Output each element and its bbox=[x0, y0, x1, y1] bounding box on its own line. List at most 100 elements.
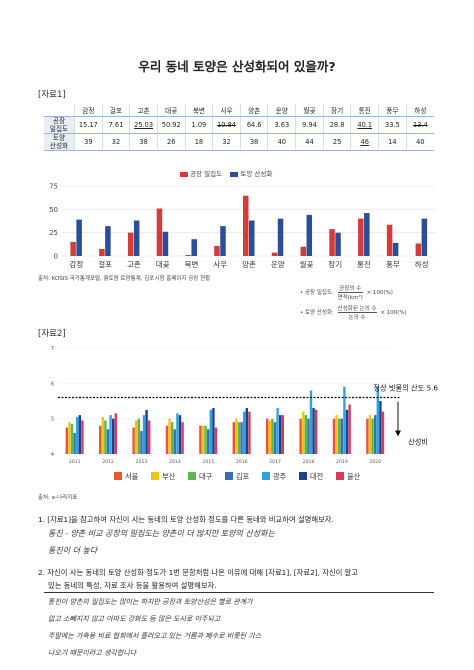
bar bbox=[307, 418, 310, 454]
bar bbox=[76, 416, 79, 454]
table-cell: 7.61 bbox=[102, 116, 131, 134]
table-cell: 44 bbox=[295, 133, 324, 151]
bar bbox=[214, 427, 218, 454]
column-header: 장기 bbox=[323, 104, 352, 117]
rainfall-ph-bar-chart: 4 5 6 7 2011 2012 2013 2014 2015 2016 2017 2018 2019… bbox=[51, 346, 439, 465]
bar bbox=[235, 418, 238, 454]
x-tick-label: 북변 bbox=[185, 260, 199, 269]
bar bbox=[204, 425, 207, 454]
bar bbox=[366, 418, 369, 454]
bar bbox=[304, 415, 307, 454]
bar bbox=[162, 231, 169, 256]
table-row: 공장 밀집도 15.17 7.61 25.03 50.92 1.09 10.84… bbox=[44, 116, 434, 134]
legend-swatch-blue bbox=[230, 171, 239, 177]
table-cell: 50.92 bbox=[157, 116, 186, 134]
x-tick-label: 2012 bbox=[102, 459, 114, 465]
bar bbox=[392, 242, 399, 256]
bar bbox=[245, 408, 248, 454]
column-header: 걸포 bbox=[102, 104, 131, 117]
formula-soil: • 토양 산성화: 산성화된 논의 수 논의 수 × 100(%) bbox=[300, 304, 407, 321]
formula-factory: • 공장 밀집도: 공장의 수 면적(km²) × 100(%) bbox=[300, 284, 393, 301]
bar bbox=[421, 218, 428, 256]
bar bbox=[178, 415, 182, 454]
column-header: 운양 bbox=[267, 104, 297, 117]
column-header: 하성 bbox=[406, 104, 434, 117]
bar bbox=[76, 219, 82, 256]
bar bbox=[142, 415, 146, 454]
bar bbox=[73, 432, 76, 454]
material1-source: 출처: KOSIS 국가통계포털, 흙토람 토양통계, 김포시청 홈페이지 공장… bbox=[38, 276, 211, 282]
answer-2-line-4: 나오기 때문이라고 생각합니다 bbox=[48, 649, 137, 657]
bar bbox=[176, 413, 179, 454]
bar bbox=[207, 429, 210, 454]
legend-label: 울산 bbox=[347, 472, 361, 481]
bar bbox=[212, 408, 215, 454]
x-tick-label: 통진 bbox=[357, 259, 371, 269]
legend-swatch-red bbox=[180, 171, 188, 177]
acid-rain-label: 산성비 bbox=[408, 437, 428, 446]
bar bbox=[309, 390, 313, 454]
bar bbox=[232, 422, 235, 454]
bar bbox=[381, 411, 385, 454]
bar bbox=[104, 420, 107, 454]
x-tick-label: 2011 bbox=[69, 459, 81, 465]
legend-label: 김포 bbox=[236, 472, 250, 481]
bar bbox=[127, 232, 134, 256]
column-header: 사우 bbox=[212, 104, 241, 117]
table-cell: 26 bbox=[157, 133, 186, 151]
answer-2-line-2: 없고 소뻬지지 않고 아마도 강화도 등 많은 도시로 이주되고 bbox=[48, 615, 221, 623]
bar bbox=[374, 415, 377, 454]
bar bbox=[237, 422, 241, 454]
bar bbox=[268, 420, 271, 454]
bar bbox=[332, 418, 336, 454]
column-header: 북변 bbox=[185, 104, 214, 117]
material1-label: [자료1] bbox=[38, 90, 66, 100]
row-header-line: 밀집도 bbox=[49, 125, 69, 133]
formula-factory-fraction: 공장의 수 면적(km²) bbox=[337, 284, 363, 301]
bar bbox=[133, 220, 140, 256]
table-cell: 9.94 bbox=[295, 116, 324, 134]
bar bbox=[99, 248, 105, 256]
legend-soil-label: 토양 산성화 bbox=[240, 170, 273, 178]
x-tick-label: 월곶 bbox=[300, 259, 314, 269]
x-tick-label: 2015 bbox=[202, 459, 214, 465]
bar bbox=[379, 401, 382, 454]
bar bbox=[105, 226, 111, 256]
table-cell: 64.6 bbox=[240, 116, 269, 134]
column-header: 월곶 bbox=[295, 104, 324, 117]
table-cell: 46 bbox=[350, 133, 380, 151]
material2-label: [자료2] bbox=[38, 329, 66, 339]
formula-tail: × 100(%) bbox=[366, 290, 393, 296]
table-corner bbox=[44, 104, 75, 117]
row-header: 공장 밀집도 bbox=[44, 116, 75, 134]
legend-swatch bbox=[151, 472, 159, 480]
legend-label: 대전 bbox=[310, 472, 323, 481]
bar bbox=[299, 418, 302, 454]
bar bbox=[65, 427, 68, 454]
column-header: 감정 bbox=[74, 104, 103, 117]
legend-label: 서울 bbox=[125, 472, 139, 481]
bar bbox=[364, 213, 370, 256]
bar bbox=[199, 425, 202, 454]
bar bbox=[340, 418, 343, 454]
legend-swatch bbox=[114, 472, 122, 480]
y-tick-label: 6 bbox=[51, 381, 54, 387]
formula-denominator: 면적(km²) bbox=[337, 295, 363, 301]
factory-soil-table: 감정 걸포 고촌 대곶 북변 사우 양촌 운양 월곶 장기 통진 풍무 하성 공… bbox=[44, 104, 434, 151]
answer-2-line-3: 주말에는 가축용 비료 협회에서 흘러오고 있는 거름과 폐수로 비롯된 가스 bbox=[48, 632, 262, 640]
bar bbox=[243, 411, 246, 454]
row-header: 토양 산성화 bbox=[44, 133, 75, 151]
question-2-line-1: 2. 자신이 사는 동네의 토양 산성화 정도가 1번 문항처럼 나온 이유에 … bbox=[38, 568, 359, 577]
table-cell: 39 bbox=[74, 133, 103, 151]
column-header: 대곶 bbox=[157, 104, 186, 117]
bar bbox=[109, 415, 112, 454]
bar bbox=[78, 415, 81, 454]
x-tick-label: 고촌 bbox=[127, 260, 141, 269]
formula-numerator: 공장의 수 bbox=[337, 286, 363, 293]
bar bbox=[302, 411, 305, 454]
x-tick-label: 2018 bbox=[303, 459, 315, 465]
table-cell: 32 bbox=[212, 133, 241, 151]
table-row: 토양 산성화 39 32 38 26 18 32 38 40 44 25 46 … bbox=[44, 133, 434, 151]
bar bbox=[266, 418, 269, 454]
factory-soil-bar-chart: 0 25 50 75 감정 걸포 고촌 대곶 북변 사우 양촌 운양 월곶 장기 통진 풍무 하성 bbox=[49, 183, 436, 269]
